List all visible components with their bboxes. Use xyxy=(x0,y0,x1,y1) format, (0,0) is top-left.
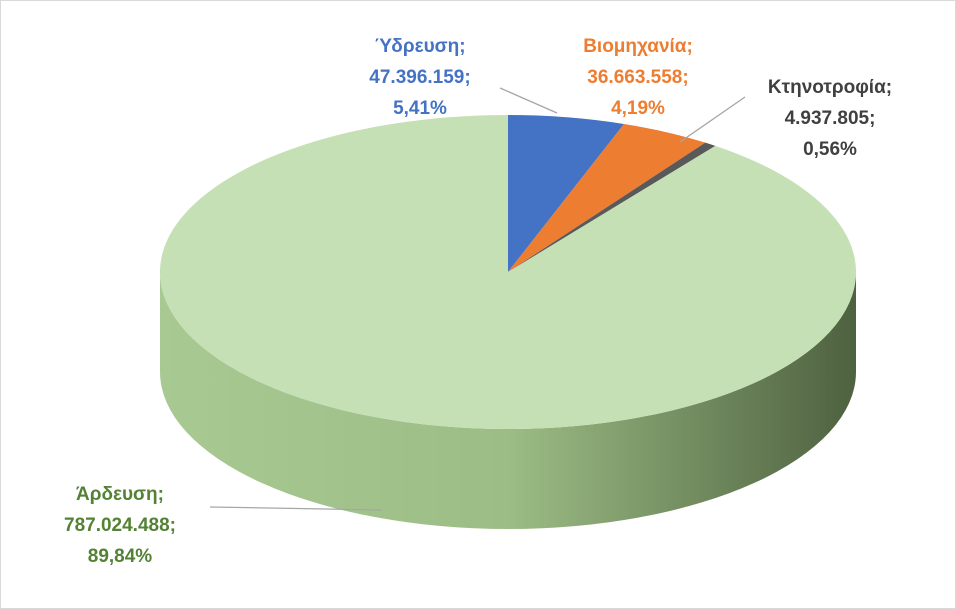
data-label-line: 4,19% xyxy=(611,98,665,119)
data-label: Κτηνοτροφία; 4.937.805; 0,56% xyxy=(768,77,892,160)
data-label-line: Βιομηχανία; xyxy=(583,36,693,57)
data-label-text: 36.663.558 xyxy=(587,67,682,88)
data-label-separator: ; xyxy=(886,77,892,98)
data-label-text: 4.937.805 xyxy=(785,108,870,129)
leader-line xyxy=(679,96,746,143)
data-label-line: 36.663.558; xyxy=(587,67,688,88)
data-label-text: 787.024.488 xyxy=(64,515,170,536)
data-label-line: 787.024.488; xyxy=(64,515,176,536)
data-label: Ύδρευση; 47.396.159; 5,41% xyxy=(369,36,470,119)
data-label-line: Κτηνοτροφία; xyxy=(768,77,892,98)
data-label-text: Ύδρευση xyxy=(374,36,459,57)
data-label-text: Κτηνοτροφία xyxy=(768,77,886,98)
data-label: Άρδευση; 787.024.488; 89,84% xyxy=(64,484,176,567)
pie-slice xyxy=(508,142,716,272)
pie-slice xyxy=(508,123,706,272)
data-label-separator: ; xyxy=(869,108,875,129)
data-label-line: 4.937.805; xyxy=(785,108,876,129)
data-label-line: 5,41% xyxy=(393,98,447,119)
data-label-line: 47.396.159; xyxy=(369,67,470,88)
data-label: Βιομηχανία; 36.663.558; 4,19% xyxy=(583,36,693,119)
data-label-text: 47.396.159 xyxy=(369,67,464,88)
data-label-text: 5,41% xyxy=(393,98,447,119)
slices xyxy=(160,115,857,430)
data-label-text: 4,19% xyxy=(611,98,665,119)
data-label-line: 0,56% xyxy=(803,139,857,160)
labels: Ύδρευση; 47.396.159; 5,41%Βιομηχανία; 36.66… xyxy=(64,36,892,567)
data-label-line: Ύδρευση; xyxy=(374,36,465,57)
data-label-separator: ; xyxy=(459,36,465,57)
pie-slice xyxy=(508,115,625,272)
leader-line xyxy=(209,506,383,511)
data-label-text: Βιομηχανία xyxy=(583,36,687,57)
data-label-text: Άρδευση xyxy=(76,484,158,505)
pie-slice xyxy=(160,115,857,430)
leader-line xyxy=(499,87,558,114)
data-label-text: 0,56% xyxy=(803,139,857,160)
data-label-line: Άρδευση; xyxy=(76,484,164,505)
data-label-separator: ; xyxy=(158,484,164,505)
data-label-text: 89,84% xyxy=(88,546,153,567)
data-label-separator: ; xyxy=(686,36,692,57)
data-label-separator: ; xyxy=(170,515,176,536)
data-label-line: 89,84% xyxy=(88,546,153,567)
pie-side xyxy=(160,272,856,529)
data-label-separator: ; xyxy=(464,67,470,88)
data-label-separator: ; xyxy=(682,67,688,88)
